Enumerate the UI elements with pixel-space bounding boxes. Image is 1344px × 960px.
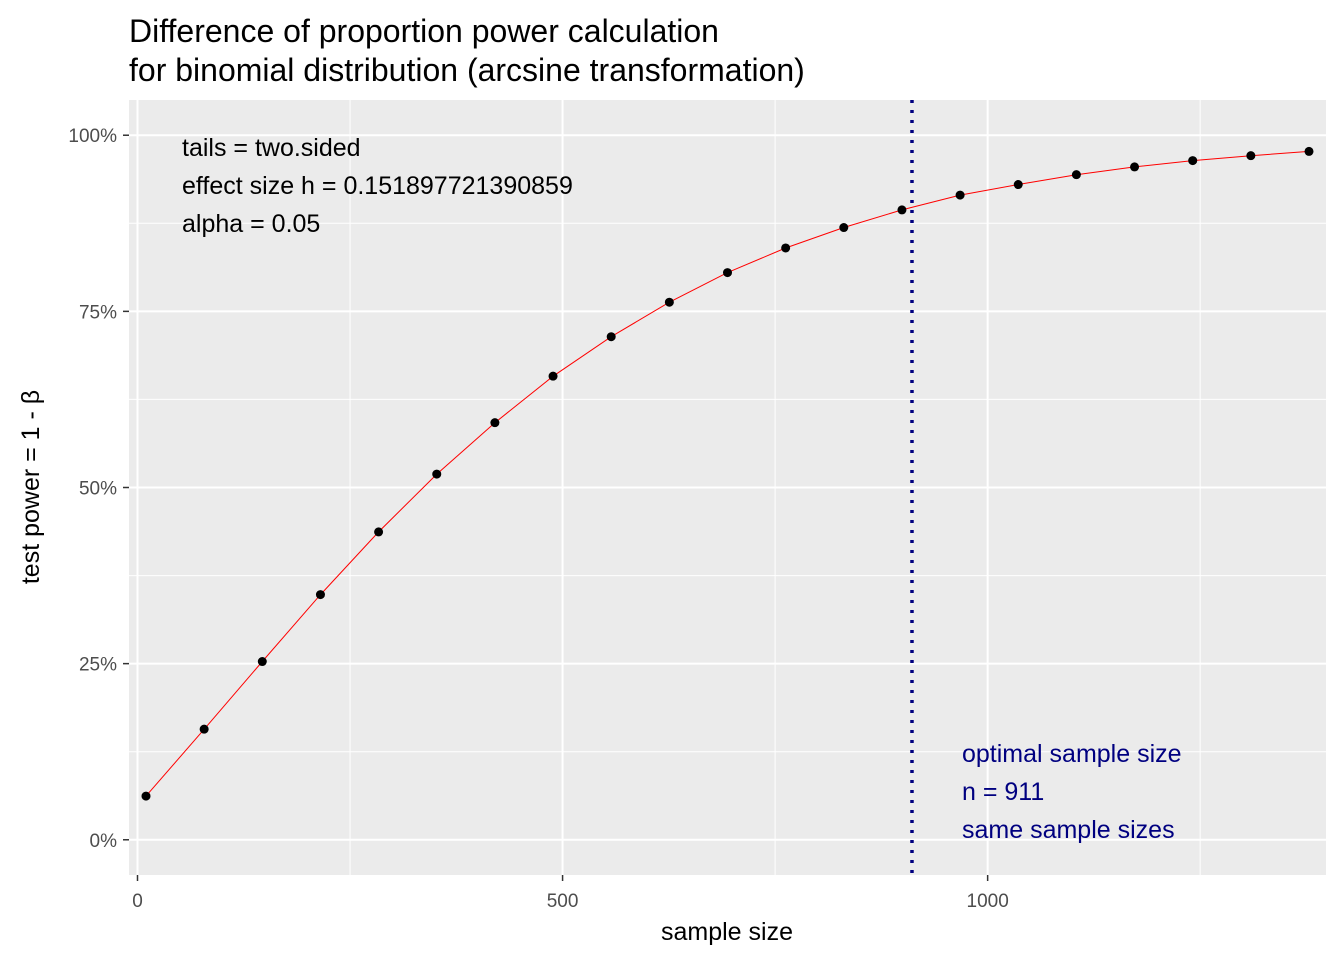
annotation-same-sizes: same sample sizes xyxy=(962,816,1175,844)
series-layer xyxy=(141,146,1314,801)
annotation-right: optimal sample size n = 911 same sample … xyxy=(962,740,1182,844)
data-point xyxy=(664,297,674,307)
annotation-optimal: optimal sample size xyxy=(962,740,1182,768)
y-tick-label: 50% xyxy=(79,479,117,500)
x-axis: 0 500 1000 xyxy=(132,875,1009,912)
data-point xyxy=(315,590,325,600)
data-point xyxy=(1304,146,1314,156)
y-tick-label: 0% xyxy=(90,831,118,852)
annotation-alpha: alpha = 0.05 xyxy=(182,210,320,238)
chart-title: Difference of proportion power calculati… xyxy=(129,12,805,90)
data-point xyxy=(432,469,442,479)
y-tick-label: 100% xyxy=(68,126,117,147)
data-point xyxy=(257,657,267,667)
data-point xyxy=(1246,151,1256,161)
data-point xyxy=(723,268,732,278)
annotation-effect-size: effect size h = 0.151897721390859 xyxy=(182,172,573,200)
data-point xyxy=(1130,162,1140,172)
x-axis-title: sample size xyxy=(661,918,793,946)
annotation-n: n = 911 xyxy=(962,778,1044,806)
data-point xyxy=(490,418,500,428)
data-point xyxy=(548,371,558,381)
data-point xyxy=(897,205,907,215)
data-point xyxy=(1013,180,1023,190)
annotation-left: tails = two.sided effect size h = 0.1518… xyxy=(182,134,573,238)
data-point xyxy=(141,791,151,801)
annotation-tails: tails = two.sided xyxy=(182,134,361,162)
data-point xyxy=(1071,170,1081,180)
data-point xyxy=(955,190,965,200)
chart-title-line-2: for binomial distribution (arcsine trans… xyxy=(129,52,805,88)
x-tick-label: 500 xyxy=(547,891,579,912)
y-axis-title: test power = 1 - β xyxy=(17,390,45,584)
y-tick-label: 25% xyxy=(79,655,117,676)
y-axis: 0% 25% 50% 75% 100% xyxy=(68,126,129,852)
data-point xyxy=(606,332,616,342)
data-point xyxy=(199,724,209,734)
x-tick-label: 1000 xyxy=(967,891,1009,912)
data-point xyxy=(839,223,849,233)
data-point xyxy=(1188,156,1198,166)
x-tick-label: 0 xyxy=(132,891,143,912)
chart-title-line-1: Difference of proportion power calculati… xyxy=(129,13,719,49)
y-tick-label: 75% xyxy=(79,302,117,323)
data-point xyxy=(781,243,791,253)
grid-lines xyxy=(129,100,1326,875)
data-point xyxy=(374,527,384,537)
